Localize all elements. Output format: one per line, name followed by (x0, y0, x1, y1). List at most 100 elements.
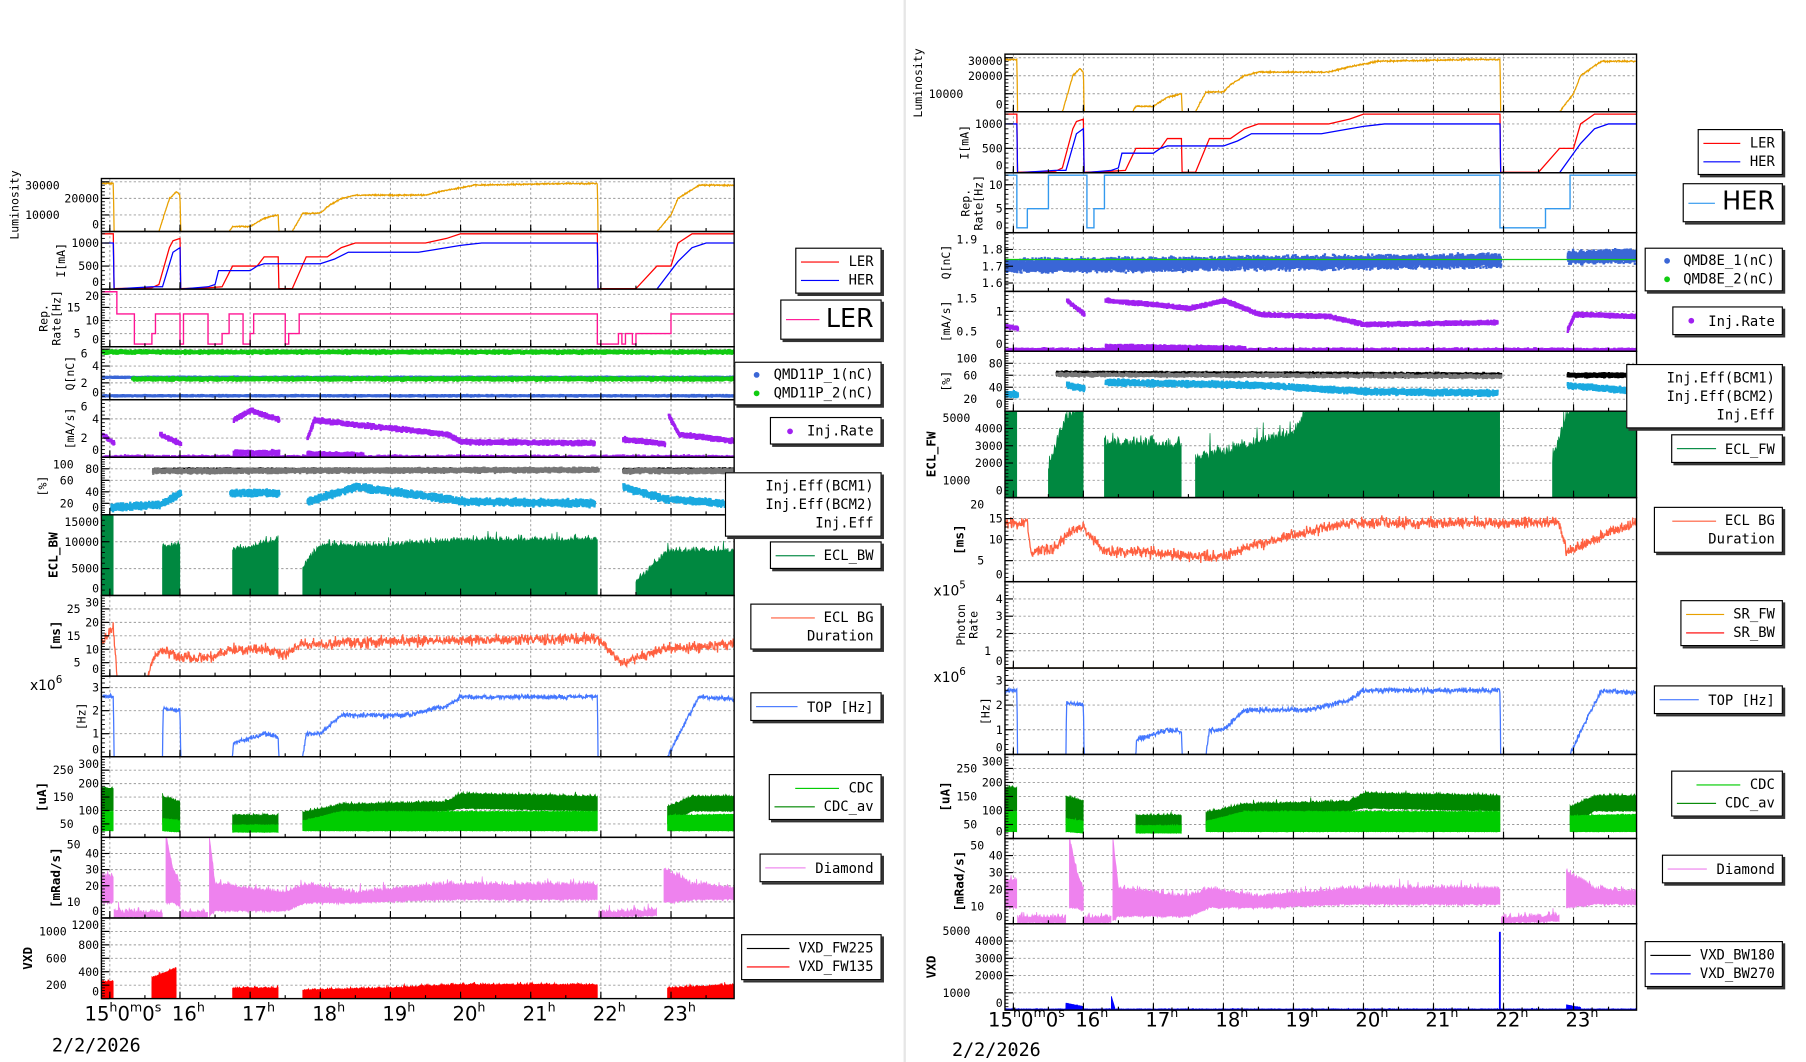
legend-entry: SR_BW (1686, 623, 1775, 641)
legend-line-marker (796, 787, 840, 788)
x-tick-number: 22 (593, 1003, 618, 1026)
y-tick-label: 0 (996, 219, 1003, 233)
y-axis-label: [uA] (938, 781, 953, 811)
legend-entry: Inj.Eff(BCM1) (1632, 369, 1775, 387)
legend-box: VXD_FW225 VXD_FW135 (741, 934, 882, 980)
y-tick-label: 3000 (975, 439, 1003, 453)
legend-entry: ECL_FW (1677, 439, 1775, 457)
y-axis-label-line: [Hz] (978, 697, 992, 725)
legend-entry: Duration (1660, 530, 1775, 548)
y-tick-label: 0 (92, 743, 99, 757)
y-tick-label: 3000 (975, 951, 1003, 965)
y-tick-label: 0 (92, 581, 99, 595)
legend-box: QMD11P_1(nC) QMD11P_2(nC) (734, 362, 882, 406)
y-axis-label-line: [%] (939, 371, 953, 392)
panel-frame (101, 457, 734, 515)
series-ler (1005, 114, 1637, 172)
legend-entry: HER (1688, 188, 1774, 218)
legend-label: HER (849, 271, 874, 289)
x-tick-number: 15 (84, 1003, 109, 1026)
y-tick-label: 10 (85, 642, 99, 656)
series-ecl-fw (1005, 411, 1017, 497)
legend-line-marker (801, 279, 839, 280)
legend-line-marker (801, 261, 839, 262)
series-layer (1005, 297, 1639, 353)
legend-box: LER HER (1698, 129, 1783, 175)
y-axis-label: Rep.Rate[Hz] (959, 175, 986, 230)
legend-label: Diamond (1717, 860, 1775, 878)
x-tick-label: 22h (593, 999, 626, 1025)
series-layer (101, 234, 734, 289)
series-ecl-bg-duration (101, 622, 734, 676)
x-tick-number: 23 (1565, 1008, 1590, 1031)
legend-entry: QMD8E_1(nC) (1650, 251, 1774, 269)
legend-dot-marker (787, 428, 793, 434)
series-inj-rate (1005, 347, 1639, 354)
y-axis-label: [mA/s] (939, 301, 953, 343)
series-layer (101, 292, 734, 344)
y-tick-label: 2 (996, 698, 1003, 712)
legend-label: VXD_FW225 (799, 939, 874, 957)
x-tick-label: 19h (1285, 1005, 1318, 1031)
y-tick-label: 4 (92, 359, 99, 373)
y-tick-label: 0 (996, 824, 1003, 838)
series-layer (101, 968, 733, 999)
y-axis-label-line: Rate[Hz] (49, 290, 63, 345)
y-axis-label: VXD (924, 955, 939, 978)
x-tick-number: 18 (1215, 1008, 1240, 1031)
legend-line-marker (1686, 613, 1724, 614)
legend-dot-marker (754, 371, 760, 377)
x-tick-unit: h (477, 999, 485, 1014)
legend-dot-marker (1689, 318, 1695, 324)
y-tick-label: 2 (81, 376, 88, 390)
y-tick-label: 50 (60, 817, 74, 831)
legend-label: Duration (1708, 530, 1775, 548)
x-tick-number: 19 (382, 1003, 407, 1026)
series-diamond (166, 837, 180, 907)
legend-box: Diamond (1662, 855, 1783, 884)
y-tick-label: 10 (85, 314, 99, 328)
axis-exponent-label: x105 (934, 580, 966, 600)
y-tick-label: 100 (78, 804, 99, 818)
y-tick-label: 0 (996, 483, 1003, 497)
series-inj-rate (102, 433, 116, 446)
series-diamond (664, 868, 734, 903)
y-axis-label-line: [uA] (34, 782, 49, 812)
y-axis-label: [%] (939, 371, 953, 392)
x-tick-unit: m (1033, 1005, 1045, 1020)
x-tick-unit: h (407, 999, 415, 1014)
y-tick-label: 6 (81, 400, 88, 414)
y-axis-label: [uA] (34, 782, 49, 812)
legend-label: ECL BG (1725, 511, 1775, 529)
y-tick-label: 2 (996, 627, 1003, 641)
legend-label: LER (1750, 134, 1775, 152)
series-layer (101, 622, 734, 676)
y-tick-label: 1.8 (982, 242, 1003, 256)
x-tick-label: 15h0m0s (988, 1005, 1065, 1031)
legend-label: ECL_FW (1725, 439, 1775, 457)
x-tick-number: 22 (1495, 1008, 1520, 1031)
series-diamond (1084, 913, 1111, 924)
legend-line-marker (1660, 699, 1699, 700)
series-qmd11p-2-nc- (101, 349, 736, 355)
y-tick-label: 15 (67, 629, 81, 643)
y-tick-label: 150 (53, 790, 74, 804)
x-tick-unit: h (1100, 1005, 1108, 1020)
y-axis-label: [mRad/s] (48, 847, 63, 908)
x-tick-unit: h (1310, 1005, 1318, 1020)
y-tick-label: 0 (92, 823, 99, 837)
y-axis-label-line: [uA] (938, 781, 953, 811)
y-tick-label: 50 (67, 837, 81, 851)
y-axis-label: PhotonRate (954, 604, 981, 646)
legend-dot-marker (754, 390, 760, 396)
y-tick-label: 0 (92, 333, 99, 347)
y-tick-label: 800 (78, 938, 99, 952)
series-layer (101, 787, 733, 833)
y-tick-label: 5 (996, 202, 1003, 216)
x-tick-number: 17 (1145, 1008, 1170, 1031)
series-layer (101, 349, 736, 398)
y-tick-label: 300 (982, 754, 1003, 768)
